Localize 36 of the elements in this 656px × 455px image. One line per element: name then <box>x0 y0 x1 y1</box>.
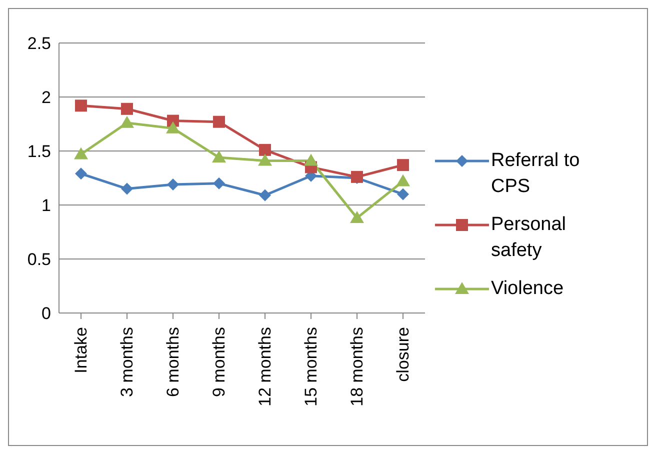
x-tick-label: closure <box>394 327 412 382</box>
point <box>259 189 271 202</box>
x-tick-label: 9 months <box>210 327 228 397</box>
point <box>75 168 87 180</box>
point <box>74 147 88 160</box>
y-tick-label: 0.5 <box>27 250 51 270</box>
point <box>120 116 134 128</box>
point <box>397 159 409 172</box>
x-tick-label: 3 months <box>118 327 136 397</box>
x-tick-label: 18 months <box>348 327 366 406</box>
y-tick-label: 1.5 <box>27 142 51 162</box>
x-tick-label: 12 months <box>256 327 274 406</box>
point <box>121 102 133 115</box>
point <box>350 210 364 223</box>
point <box>121 182 133 195</box>
legend-label: Violence <box>491 277 565 301</box>
point <box>213 116 225 128</box>
y-tick-label: 0 <box>42 304 51 324</box>
legend-label: Personal safety <box>491 213 567 263</box>
point <box>213 177 225 190</box>
x-tick-label: 15 months <box>302 327 320 406</box>
point <box>166 121 180 134</box>
x-tick-label: 6 months <box>164 327 182 397</box>
legend-label: Referral to CPS <box>491 149 581 199</box>
point <box>396 174 410 186</box>
y-tick-label: 1 <box>42 196 51 216</box>
point <box>258 154 272 166</box>
y-tick-label: 2 <box>42 88 51 108</box>
point <box>212 150 226 162</box>
point <box>167 178 179 190</box>
point <box>75 100 87 112</box>
point <box>397 188 409 200</box>
y-tick-label: 2.5 <box>27 34 51 54</box>
point <box>304 154 318 166</box>
x-tick-label: Intake <box>72 327 90 374</box>
point <box>259 144 271 156</box>
